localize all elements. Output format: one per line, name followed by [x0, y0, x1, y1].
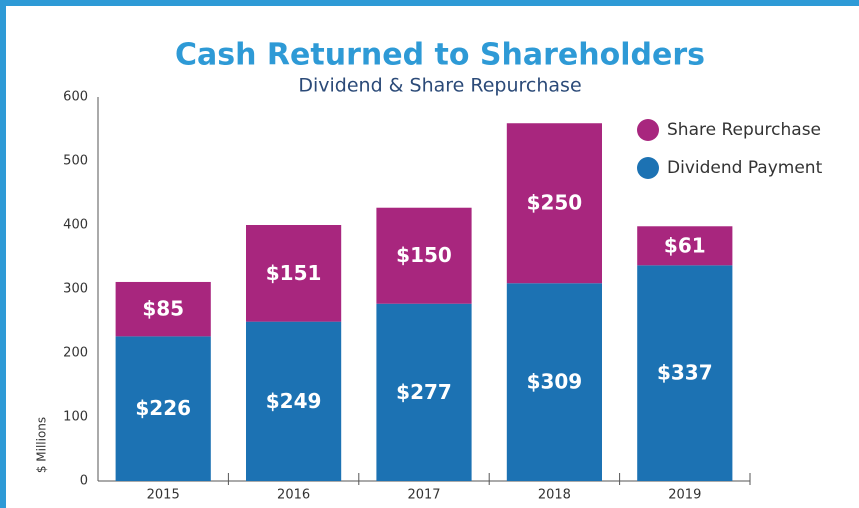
bar-segment	[637, 265, 733, 481]
y-tick-label: 400	[63, 218, 88, 233]
y-tick-label: 500	[63, 154, 88, 169]
chart-subtitle: Dividend & Share Repurchase	[298, 75, 581, 97]
value-label: $85	[142, 297, 184, 321]
x-tick-label: 2019	[668, 488, 701, 503]
value-label: $309	[527, 370, 583, 394]
legend-marker	[637, 157, 659, 179]
value-label: $249	[266, 389, 322, 413]
bar-segment	[376, 303, 472, 481]
x-tick-label: 2018	[538, 488, 571, 503]
value-label: $150	[396, 243, 452, 267]
value-label: $277	[396, 380, 452, 404]
bar-segment	[115, 336, 211, 481]
bar-segment	[115, 281, 211, 337]
legend-label: Share Repurchase	[667, 120, 821, 140]
y-tick-label: 600	[63, 90, 88, 105]
y-tick-label: 0	[80, 474, 88, 489]
y-tick-label: 100	[63, 410, 88, 425]
value-label: $151	[266, 261, 322, 285]
x-tick-label: 2015	[147, 488, 180, 503]
frame-top	[0, 0, 859, 6]
bar-segment	[246, 225, 342, 322]
x-tick-label: 2016	[277, 488, 310, 503]
bar-segment	[637, 226, 733, 266]
y-axis-label: $ Millions	[35, 417, 49, 473]
value-label: $61	[664, 233, 706, 257]
y-tick-label: 200	[63, 346, 88, 361]
value-label: $337	[657, 361, 713, 385]
bar-segment	[376, 207, 472, 304]
y-tick-label: 300	[63, 282, 88, 297]
legend-marker	[637, 119, 659, 141]
legend-label: Dividend Payment	[667, 158, 823, 178]
value-label: $250	[527, 191, 583, 215]
chart-title: Cash Returned to Shareholders	[175, 38, 705, 73]
value-label: $226	[135, 396, 191, 420]
bar-segment	[506, 283, 602, 481]
frame-left	[0, 0, 6, 508]
bar-segment	[246, 321, 342, 481]
x-tick-label: 2017	[407, 488, 440, 503]
bar-segment	[506, 123, 602, 284]
